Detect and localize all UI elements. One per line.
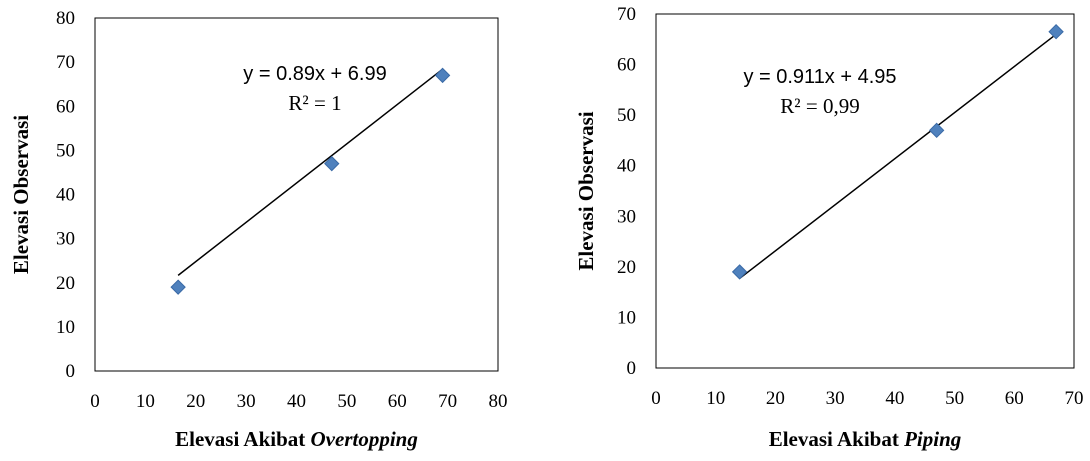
y-tick-label: 30: [617, 206, 636, 227]
x-tick-label: 60: [1005, 388, 1024, 409]
y-tick-label: 50: [617, 105, 636, 126]
x-tick-label: 70: [438, 391, 457, 412]
data-point: [324, 155, 340, 172]
y-tick-label: 10: [617, 307, 636, 328]
x-tick-label: 50: [945, 388, 964, 409]
overtopping-chart: 0 10 20 30 40 50 60 70 80 0 10 20 30 40 50 60 70 80 y = …: [9, 8, 508, 451]
y-tick-label: 0: [66, 361, 76, 382]
x-tick-label: 70: [1065, 388, 1084, 409]
piping-chart: 0 10 20 30 40 50 60 70 0 10 20 30 40 50 60 70 y = 0.91…: [574, 4, 1084, 451]
y-tick-label: 40: [56, 185, 75, 206]
data-points: [170, 67, 451, 295]
x-axis-title: Elevasi Akibat Overtopping: [175, 427, 418, 451]
data-point: [731, 264, 748, 280]
trendline: [739, 33, 1057, 280]
plot-area: [655, 13, 1075, 369]
x-axis-title-main: Elevasi Akibat: [769, 427, 904, 451]
y-axis-title: Elevasi Observasi: [9, 115, 33, 274]
y-axis-title: Elevasi Observasi: [574, 111, 598, 270]
data-point: [928, 122, 945, 139]
plot-area: [94, 17, 499, 372]
y-tick-label: 70: [56, 52, 75, 73]
x-tick-label: 40: [287, 391, 306, 412]
x-tick-label: 20: [186, 391, 205, 412]
data-points: [731, 23, 1064, 280]
x-tick-label: 50: [337, 391, 356, 412]
data-point: [1048, 23, 1064, 40]
x-axis-title-italic: Overtopping: [311, 427, 418, 451]
trendline-equation: y = 0.911x + 4.95: [743, 66, 896, 88]
x-tick-labels: 0 10 20 30 40 50 60 70: [651, 388, 1083, 409]
x-axis-title: Elevasi Akibat Piping: [769, 427, 962, 451]
trendline: [177, 68, 444, 276]
x-tick-label: 30: [826, 388, 845, 409]
y-tick-label: 60: [56, 96, 75, 117]
x-tick-label: 60: [388, 391, 407, 412]
x-tick-labels: 0 10 20 30 40 50 60 70 80: [90, 391, 507, 412]
x-tick-label: 30: [237, 391, 256, 412]
y-tick-labels: 0 10 20 30 40 50 60 70: [617, 4, 636, 379]
x-tick-label: 10: [136, 391, 155, 412]
y-tick-label: 60: [617, 55, 636, 76]
x-tick-label: 0: [651, 388, 661, 409]
y-tick-label: 20: [617, 257, 636, 278]
x-tick-label: 20: [766, 388, 785, 409]
y-tick-label: 0: [627, 358, 637, 379]
r-squared-label: R² = 1: [288, 91, 341, 115]
y-tick-label: 30: [56, 229, 75, 250]
y-tick-label: 20: [56, 273, 75, 294]
y-tick-labels: 0 10 20 30 40 50 60 70 80: [56, 8, 75, 382]
y-tick-label: 10: [56, 317, 75, 338]
x-axis-title-main: Elevasi Akibat: [175, 427, 310, 451]
y-tick-label: 70: [617, 4, 636, 25]
trendline-equation: y = 0.89x + 6.99: [243, 63, 386, 85]
y-tick-label: 80: [56, 8, 75, 29]
x-axis-title-italic: Piping: [903, 427, 961, 451]
x-tick-label: 10: [706, 388, 725, 409]
x-tick-label: 40: [885, 388, 904, 409]
data-point: [434, 67, 451, 84]
x-tick-label: 0: [90, 391, 100, 412]
y-tick-label: 40: [617, 156, 636, 177]
data-point: [170, 279, 186, 295]
y-tick-label: 50: [56, 140, 75, 161]
r-squared-label: R² = 0,99: [780, 94, 859, 118]
x-tick-label: 80: [489, 391, 508, 412]
